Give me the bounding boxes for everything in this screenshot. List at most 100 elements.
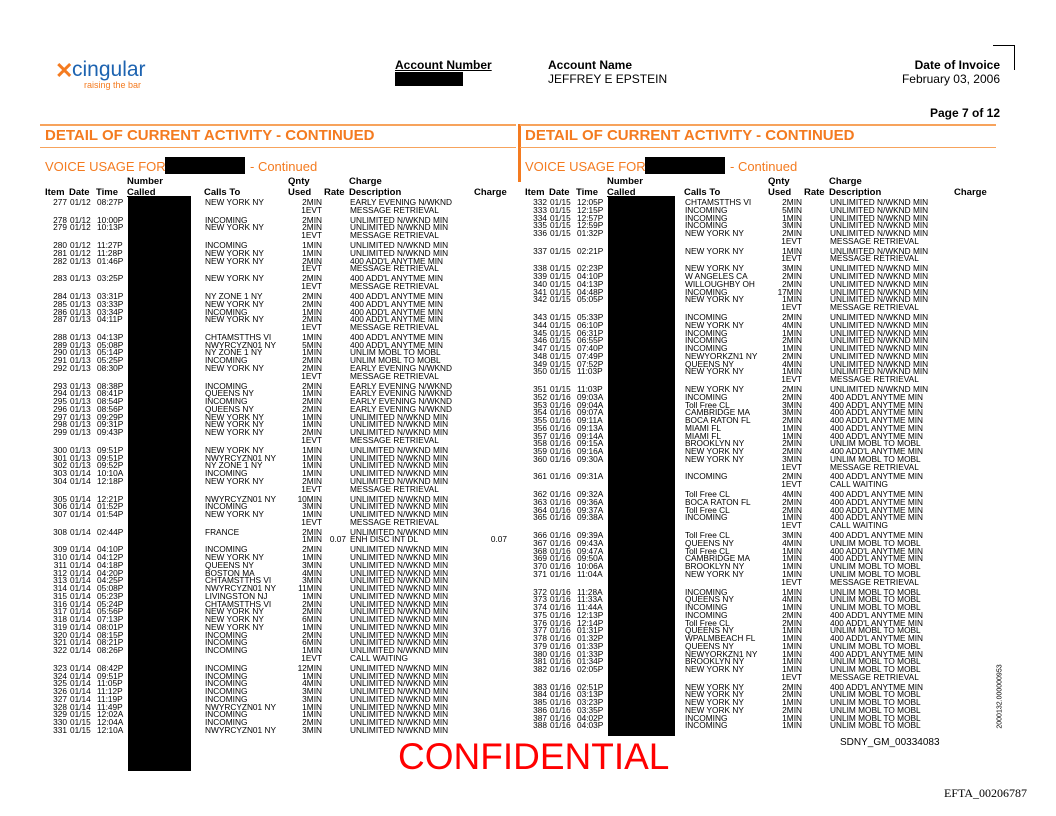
cell-item: 313	[53, 575, 67, 586]
cell-description: EARLY EVENING N/WKND	[350, 396, 453, 407]
cell-date: 01/15	[550, 327, 571, 338]
table-row: 285 01/13 03:33P NEW YORK NY 2MIN 400 ADD'L A…	[45, 298, 515, 309]
cell-calls-to: NEW YORK NY	[205, 247, 264, 258]
cell-qty: 2MIN	[782, 446, 802, 456]
cell-item: 319	[53, 621, 67, 632]
cell-calls-to: WPALMBEACH FL	[685, 633, 756, 643]
cell-qty: 1MIN	[782, 625, 802, 636]
cell-description: 400 ADD'L ANYTME MIN	[830, 446, 924, 456]
col-rate: Rate	[324, 187, 345, 198]
cell-item: 298	[53, 419, 67, 430]
cell-qty: 1MIN	[782, 633, 802, 643]
cell-calls-to: NEW YORK NY	[685, 446, 744, 456]
cell-qty: 2MIN	[302, 717, 322, 728]
cell-qty: 1MIN	[782, 586, 802, 597]
cell-date: 01/16	[550, 640, 571, 651]
cell-time: 08:26P	[97, 645, 124, 656]
cell-date: 01/12	[70, 222, 91, 233]
cell-calls-to: QUEENS NY	[685, 358, 734, 369]
cell-description: MESSAGE RETRIEVAL	[350, 434, 439, 445]
cell-description: MESSAGE RETRIEVAL	[830, 302, 919, 313]
cell-time: 09:29P	[97, 411, 124, 422]
cell-description: EARLY EVENING N/WKND	[350, 388, 453, 399]
cell-date: 01/15	[550, 228, 571, 238]
cell-item: 286	[53, 306, 67, 317]
cell-description: UNLIMITED N/WKND MIN	[830, 343, 929, 354]
table-row: 375 01/16 12:13P INCOMING 2MIN 400 ADD'L ANYT…	[525, 609, 995, 620]
table-row: 300 01/13 09:51P NEW YORK NY 1MIN UNLIMITED N…	[45, 444, 515, 455]
cell-time: 11:44A	[577, 602, 603, 612]
cell-date: 01/13	[70, 444, 91, 455]
table-row: 299 01/13 09:43P NEW YORK NY 2MIN UNLIMITED N…	[45, 428, 515, 437]
cell-description: UNLIM MOBL TO MOBL	[830, 594, 921, 605]
table-row: 338 01/15 02:23P NEW YORK NY 3MIN UNLIMITED N…	[525, 263, 995, 274]
cell-calls-to: INCOMING	[685, 471, 728, 482]
cell-time: 12:05P	[577, 197, 604, 207]
cell-calls-to: QUEENS NY	[205, 388, 254, 399]
cell-calls-to: Toll Free CL	[685, 617, 730, 628]
cell-date: 01/16	[550, 453, 571, 464]
cell-description: 400 ADD'L ANYTME MIN	[830, 617, 924, 628]
cell-date: 01/14	[70, 701, 91, 712]
cell-calls-to: INCOMING	[205, 662, 248, 673]
table-row: 1EVT MESSAGE RETRIEVAL	[525, 254, 995, 263]
table-row: 364 01/16 09:37A Toll Free CL 2MIN 400 ADD'L …	[525, 506, 995, 515]
cell-qty: 2MIN	[302, 298, 322, 309]
cell-description: MESSAGE RETRIEVAL	[350, 204, 439, 215]
cell-qty: 2MIN	[302, 380, 322, 391]
cell-qty: 1MIN	[302, 670, 322, 681]
table-row: 281 01/12 11:28P NEW YORK NY 1MIN UNLIMITED N…	[45, 247, 515, 258]
cell-date: 01/15	[550, 197, 571, 207]
table-row: 329 01/15 12:02A INCOMING 1MIN UNLIMITED N/WK…	[45, 710, 515, 719]
cell-description: UNLIMITED N/WKND MIN	[830, 204, 929, 215]
cell-time: 01:52P	[97, 501, 124, 512]
cell-time: 03:25P	[97, 273, 124, 284]
cell-calls-to: QUEENS NY	[685, 537, 734, 548]
cell-item: 340	[533, 278, 547, 289]
cell-description: 400 ADD'L ANYTME MIN	[350, 314, 444, 325]
cell-calls-to: INCOMING	[205, 678, 248, 689]
table-row: 384 01/16 03:13P NEW YORK NY 2MIN UNLIM MOBL …	[525, 690, 995, 699]
cell-calls-to: NEW YORK NY	[685, 384, 744, 394]
cell-calls-to: INCOMING	[685, 212, 728, 223]
section-rule	[40, 147, 516, 148]
cell-time: 09:39A	[577, 530, 604, 541]
cell-description: UNLIM MOBL TO MOBL	[830, 712, 921, 723]
cell-item: 302	[53, 460, 67, 471]
page-number: Page 7 of 12	[929, 106, 1000, 120]
cell-calls-to: W ANGELES CA	[685, 271, 748, 282]
table-row: 388 01/16 04:03P INCOMING 1MIN UNLIM MOBL TO …	[525, 721, 995, 730]
cell-calls-to: INCOMING	[685, 609, 728, 620]
cell-item: 317	[53, 606, 67, 617]
cell-time: 10:13P	[97, 222, 124, 233]
cell-description: 400 ADD'L ANYTME MIN	[830, 530, 924, 541]
cell-item: 346	[533, 335, 547, 346]
cell-calls-to: QUEENS NY	[205, 403, 254, 414]
cell-date: 01/15	[550, 358, 571, 369]
cell-description: 400 ADD'L ANYTME MIN	[350, 331, 444, 342]
cell-calls-to: NEW YORK NY	[205, 411, 264, 422]
table-row: 1EVT MESSAGE RETRIEVAL	[45, 323, 515, 332]
cell-calls-to: NEW YORK NY	[205, 255, 264, 266]
cell-time: 09:16A	[577, 446, 604, 456]
cell-qty: 1MIN	[782, 712, 802, 723]
table-row: 290 01/13 05:14P NY ZONE 1 NY 1MIN UNLIM MOBL…	[45, 348, 515, 357]
cell-calls-to: NEW YORK NY	[685, 294, 744, 305]
cell-item: 354	[533, 407, 547, 418]
cell-calls-to: INCOMING	[685, 220, 728, 231]
cell-item: 342	[533, 294, 547, 305]
cell-date: 01/16	[550, 712, 571, 723]
cell-time: 05:08P	[97, 339, 124, 350]
cell-qty: 1MIN	[302, 468, 322, 479]
cell-description: UNLIMITED N/WKND MIN	[350, 575, 449, 586]
cell-time: 09:14A	[577, 430, 604, 441]
cell-item: 356	[533, 422, 547, 433]
cell-time: 07:13P	[97, 614, 124, 625]
cell-item: 306	[53, 501, 67, 512]
table-row: 303 01/14 10:10A INCOMING 1MIN UNLIMITED N/WK…	[45, 468, 515, 479]
cell-qty: 1EVT	[781, 235, 802, 246]
cell-time: 03:35P	[577, 704, 604, 715]
account-number-label: Account Number	[395, 58, 492, 72]
cell-calls-to: NEW YORK NY	[685, 263, 744, 274]
table-row: 315 01/14 05:23P LIVINGSTON NJ 1MIN UNLIMITED…	[45, 592, 515, 601]
